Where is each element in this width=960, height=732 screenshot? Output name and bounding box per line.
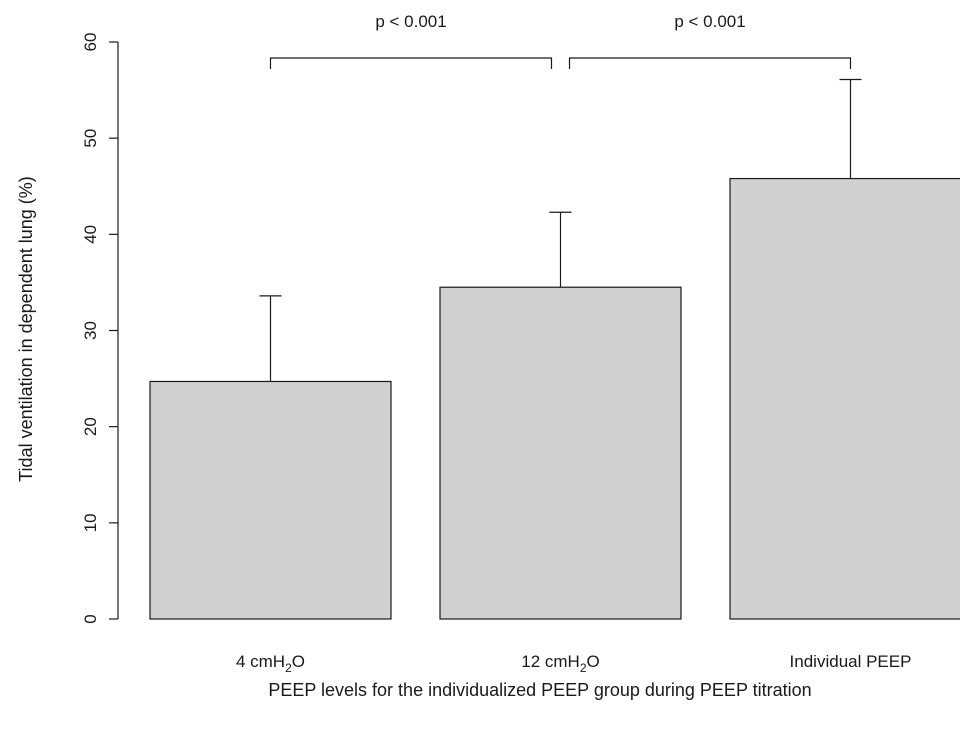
y-axis: 0 10 20 30 40 50 60 — [81, 33, 119, 624]
x-category-label: Individual PEEP — [790, 652, 912, 671]
y-tick-label: 50 — [81, 129, 100, 148]
y-tick-label: 60 — [81, 33, 100, 52]
significance-brackets: p < 0.001 p < 0.001 — [269, 12, 852, 69]
p-value-label: p < 0.001 — [674, 12, 745, 31]
y-tick-label: 0 — [81, 614, 100, 623]
y-axis-title: Tidal ventilation in dependent lung (%) — [16, 176, 36, 482]
error-bars — [259, 78, 862, 382]
x-category-label: 12 cmH2O — [521, 652, 600, 675]
y-tick-label: 30 — [81, 321, 100, 340]
bars — [149, 177, 960, 620]
y-tick-label: 40 — [81, 225, 100, 244]
bar — [149, 380, 392, 620]
significance-bracket — [568, 57, 852, 69]
y-tick-label: 10 — [81, 513, 100, 532]
x-category-labels: 4 cmH2O 12 cmH2O Individual PEEP — [236, 652, 911, 675]
y-tick-label: 20 — [81, 417, 100, 436]
x-axis-title: PEEP levels for the individualized PEEP … — [268, 680, 811, 700]
significance-bracket — [269, 57, 553, 69]
x-category-label: 4 cmH2O — [236, 652, 305, 675]
bar — [439, 286, 682, 620]
bar — [729, 177, 960, 620]
p-value-label: p < 0.001 — [375, 12, 446, 31]
